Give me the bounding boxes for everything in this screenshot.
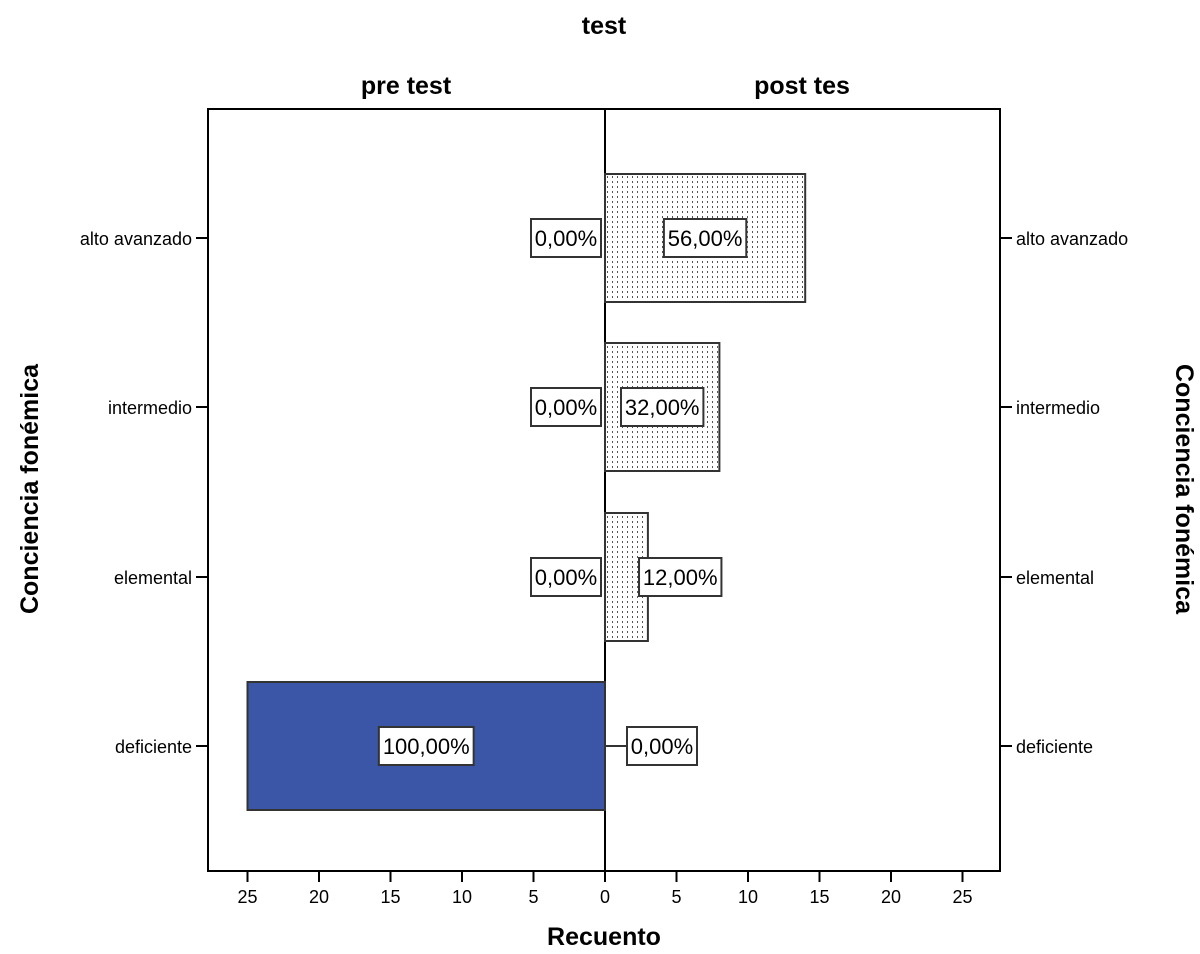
x-tick-label-left-5: 5 [528, 887, 538, 907]
label-pre-test-elemental-text: 0,00% [535, 565, 597, 590]
label-pre-test-deficiente-text: 100,00% [383, 734, 470, 759]
label-pre-test-intermedio: 0,00% [530, 387, 602, 427]
data-labels: 0,00% 56,00% 0,00% 32,00% 0,00% 12,00% 100,00%… [377, 218, 748, 766]
label-post-test-alto-avanzado-box [662, 218, 748, 258]
y-tick-label-right-alto-avanzado: alto avanzado [1016, 229, 1128, 249]
y-axis-label-left: Conciencia fonémica [16, 363, 44, 614]
label-pre-test-alto-avanzado-text: 0,00% [535, 226, 597, 251]
y-tick-label-left-alto-avanzado: alto avanzado [80, 229, 192, 249]
label-post-test-intermedio-box [620, 387, 705, 427]
label-post-test-alto-avanzado-text: 56,00% [668, 226, 743, 251]
label-pre-test-elemental-box [530, 557, 602, 597]
label-pre-test-deficiente: 100,00% [377, 726, 475, 766]
label-pre-test-alto-avanzado-box [530, 218, 602, 258]
y-tick-label-right-deficiente: deficiente [1016, 737, 1093, 757]
y-axis-ticks: alto avanzado alto avanzado intermedio inte… [80, 229, 1128, 757]
x-axis-ticks: 0 5 5 10 10 15 15 20 20 25 25 [237, 871, 973, 907]
label-pre-test-intermedio-box [530, 387, 602, 427]
y-tick-label-right-elemental: elemental [1016, 568, 1094, 588]
x-tick-label-zero-0: 0 [600, 887, 610, 907]
y-axis-label-right: Conciencia fonémica [1170, 364, 1198, 615]
x-tick-label-right-10: 10 [738, 887, 758, 907]
label-post-test-elemental-box [638, 557, 723, 597]
x-tick-label-right-25: 25 [952, 887, 972, 907]
chart-title: test [582, 12, 627, 40]
y-tick-label-right-intermedio: intermedio [1016, 398, 1100, 418]
y-tick-label-left-elemental: elemental [114, 568, 192, 588]
label-pre-test-elemental: 0,00% [530, 557, 602, 597]
x-tick-label-right-20: 20 [881, 887, 901, 907]
x-tick-label-left-25: 25 [237, 887, 257, 907]
label-post-test-alto-avanzado: 56,00% [662, 218, 748, 258]
x-tick-label-left-15: 15 [380, 887, 400, 907]
y-tick-label-left-deficiente: deficiente [115, 737, 192, 757]
label-post-test-intermedio: 32,00% [620, 387, 705, 427]
label-pre-test-intermedio-text: 0,00% [535, 395, 597, 420]
x-axis-label: Recuento [547, 923, 661, 951]
label-post-test-deficiente: 0,00% [626, 726, 698, 766]
y-tick-label-left-intermedio: intermedio [108, 398, 192, 418]
x-tick-label-right-5: 5 [671, 887, 681, 907]
panel-title-right: post tes [754, 72, 850, 100]
label-post-test-elemental-text: 12,00% [643, 565, 718, 590]
x-tick-label-left-20: 20 [309, 887, 329, 907]
x-tick-label-right-15: 15 [809, 887, 829, 907]
label-post-test-elemental: 12,00% [638, 557, 723, 597]
label-post-test-deficiente-text: 0,00% [631, 734, 693, 759]
label-pre-test-alto-avanzado: 0,00% [530, 218, 602, 258]
label-post-test-deficiente-box [626, 726, 698, 766]
panel-title-left: pre test [361, 72, 452, 100]
label-pre-test-deficiente-box [377, 726, 475, 766]
label-post-test-intermedio-text: 32,00% [625, 395, 700, 420]
x-tick-label-left-10: 10 [452, 887, 472, 907]
